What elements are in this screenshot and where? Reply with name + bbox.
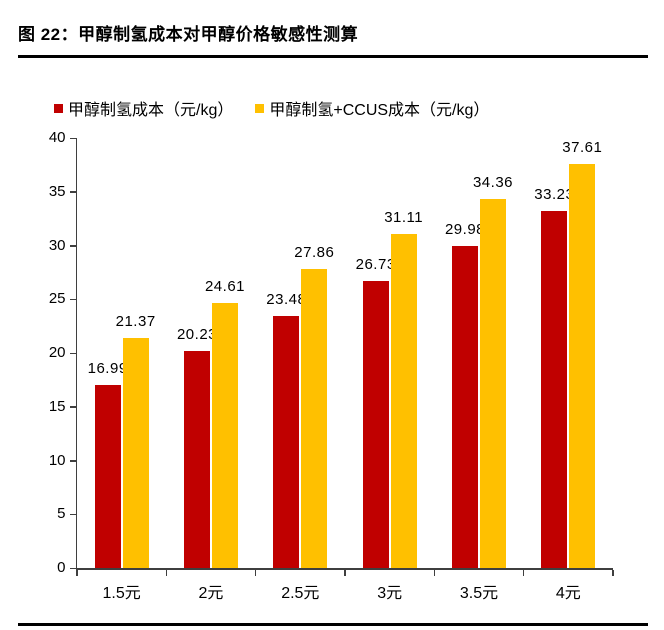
- x-axis-category-label: 2元: [198, 585, 224, 602]
- y-tick-label: 15: [48, 397, 66, 415]
- bar-value-label-series-0-cat-2: 23.48: [266, 290, 307, 308]
- x-axis-category-label: 1.5元: [102, 585, 141, 602]
- bar-series-0-cat-1: [184, 350, 210, 568]
- y-tick-label: 20: [48, 344, 66, 361]
- legend-swatch-yellow: [255, 103, 265, 113]
- bar-series-1-cat-3: [390, 233, 417, 568]
- legend-item-series-1: 甲醇制氢+CCUS成本（元/kg）: [255, 96, 489, 120]
- legend-label-series-1: 甲醇制氢+CCUS成本（元/kg）: [269, 102, 490, 119]
- figure-title: 图 22：甲醇制氢成本对甲醇价格敏感性测算: [18, 25, 359, 44]
- bar-value-label-series-0-cat-0: 16.99: [87, 360, 128, 378]
- x-axis-line: [75, 568, 613, 570]
- y-tick-label: 35: [48, 182, 66, 200]
- bar-value-label-series-1-cat-0: 21.37: [115, 313, 156, 331]
- x-tick: [433, 569, 436, 576]
- y-tick-label: 25: [48, 290, 66, 308]
- bar-series-1-cat-4: [480, 198, 506, 568]
- bar-series-0-cat-5: [541, 210, 568, 568]
- chart-legend: 甲醇制氢成本（元/kg） 甲醇制氢+CCUS成本（元/kg）: [54, 96, 489, 120]
- x-axis-category-label: 4元: [555, 585, 581, 602]
- y-tick: [69, 352, 76, 354]
- x-axis-category-label: 2.5元: [281, 585, 320, 602]
- y-axis-line: [75, 138, 77, 570]
- bar-value-label-series-1-cat-2: 27.86: [294, 243, 335, 261]
- bar-value-label-series-0-cat-1: 20.23: [176, 325, 218, 343]
- x-tick: [344, 569, 346, 576]
- bar-value-label-series-0-cat-5: 33.23: [534, 185, 575, 203]
- bar-series-1-cat-2: [301, 268, 328, 568]
- x-tick: [254, 569, 257, 576]
- bar-series-1-cat-5: [569, 163, 596, 568]
- bar-value-label-series-1-cat-3: 31.11: [384, 208, 424, 226]
- bar-series-0-cat-2: [273, 315, 300, 568]
- bar-value-label-series-1-cat-1: 24.61: [204, 278, 246, 296]
- bar-value-label-series-0-cat-4: 29.98: [444, 220, 486, 238]
- bar-value-label-series-1-cat-5: 37.61: [562, 138, 603, 156]
- y-tick-label: 10: [48, 451, 66, 469]
- y-tick: [69, 567, 76, 569]
- y-tick: [69, 513, 76, 516]
- x-axis-category-label: 3.5元: [459, 585, 499, 602]
- bar-value-label-series-0-cat-3: 26.73: [355, 255, 396, 273]
- y-tick: [69, 245, 76, 247]
- bar-series-0-cat-4: [452, 245, 478, 568]
- y-tick-label: 30: [48, 236, 66, 254]
- y-tick: [69, 460, 76, 462]
- y-tick-label: 40: [48, 129, 66, 146]
- y-tick-label: 0: [57, 559, 66, 576]
- bar-series-1-cat-1: [212, 303, 238, 568]
- x-tick: [612, 569, 614, 576]
- y-tick: [69, 298, 76, 301]
- legend-label-series-0: 甲醇制氢成本（元/kg）: [68, 102, 234, 119]
- figure-bottom-rule: [18, 623, 648, 626]
- x-tick: [76, 569, 78, 576]
- y-tick-label: 5: [57, 505, 66, 523]
- y-tick: [69, 137, 76, 139]
- title-divider-rule: [18, 55, 648, 58]
- y-tick: [69, 406, 76, 408]
- x-tick: [165, 569, 168, 576]
- bar-series-0-cat-0: [94, 385, 121, 568]
- y-tick: [69, 191, 76, 193]
- bar-series-1-cat-0: [122, 338, 149, 568]
- x-tick: [522, 569, 525, 576]
- legend-item-series-0: 甲醇制氢成本（元/kg）: [54, 96, 233, 120]
- bar-series-0-cat-3: [362, 280, 389, 568]
- x-axis-category-label: 3元: [377, 585, 403, 602]
- legend-swatch-red: [54, 103, 63, 113]
- bar-value-label-series-1-cat-4: 34.36: [472, 173, 514, 191]
